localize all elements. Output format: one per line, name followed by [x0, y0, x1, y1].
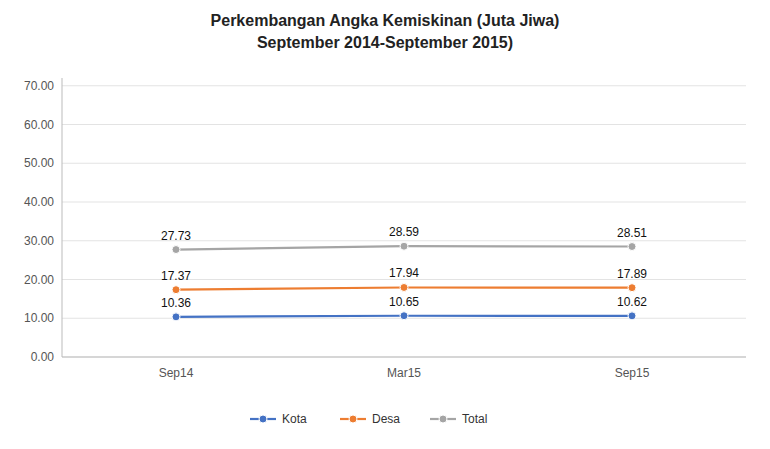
y-tick-label: 60.00 — [24, 118, 54, 132]
chart-svg: Perkembangan Angka Kemiskinan (Juta Jiwa… — [0, 0, 770, 449]
point — [628, 243, 636, 251]
title: Perkembangan Angka Kemiskinan (Juta Jiwa… — [211, 12, 560, 29]
data-label: 28.59 — [389, 225, 419, 239]
legend: Kota Desa Total — [250, 412, 487, 426]
x-axis-line — [62, 357, 746, 358]
data-label: 17.94 — [389, 266, 419, 280]
y-tick-label: 10.00 — [24, 311, 54, 325]
grid-line — [62, 357, 746, 358]
legend-item: Desa — [340, 412, 400, 426]
x-tick-label: Sep15 — [615, 366, 650, 380]
y-tick-label: 70.00 — [24, 79, 54, 93]
grid-line — [62, 202, 746, 203]
y-axis-line — [62, 78, 63, 357]
y-tick-label: 30.00 — [24, 234, 54, 248]
point — [628, 284, 636, 292]
data-labels: 10.36 10.65 10.62 17.37 17.94 17.89 27.73 28.59… — [161, 225, 647, 310]
point — [400, 283, 408, 291]
x-tick-label: Sep14 — [159, 366, 194, 380]
data-label: 27.73 — [161, 229, 191, 243]
data-label: 17.37 — [161, 269, 191, 283]
point — [172, 246, 180, 254]
legend-label: Desa — [372, 412, 400, 426]
legend-label: Kota — [282, 412, 307, 426]
x-axis: Sep14 Mar15 Sep15 — [159, 366, 650, 380]
chart-container: Perkembangan Angka Kemiskinan (Juta Jiwa… — [0, 0, 770, 449]
y-tick-label: 40.00 — [24, 195, 54, 209]
data-label: 10.36 — [161, 296, 191, 310]
grid-line — [62, 85, 746, 86]
data-label: 10.65 — [389, 295, 419, 309]
point — [400, 242, 408, 250]
data-label: 10.62 — [617, 295, 647, 309]
y-axis: 0.00 10.00 20.00 30.00 40.00 50.00 60.00 70.00 — [24, 78, 746, 364]
legend-marker — [439, 415, 447, 423]
data-label: 17.89 — [617, 267, 647, 281]
legend-item: Kota — [250, 412, 307, 426]
y-tick-label: 50.00 — [24, 156, 54, 170]
y-tick-label: 20.00 — [24, 273, 54, 287]
plot-marks — [172, 242, 636, 321]
legend-marker — [349, 415, 357, 423]
legend-label: Total — [462, 412, 487, 426]
subtitle: September 2014-September 2015) — [257, 34, 513, 51]
grid-line — [62, 124, 746, 125]
x-tick-label: Mar15 — [387, 366, 421, 380]
grid-line — [62, 163, 746, 164]
legend-item: Total — [430, 412, 487, 426]
point — [400, 312, 408, 320]
data-label: 28.51 — [617, 226, 647, 240]
point — [172, 313, 180, 321]
y-tick-label: 0.00 — [31, 350, 55, 364]
point — [172, 286, 180, 294]
legend-marker — [259, 415, 267, 423]
point — [628, 312, 636, 320]
